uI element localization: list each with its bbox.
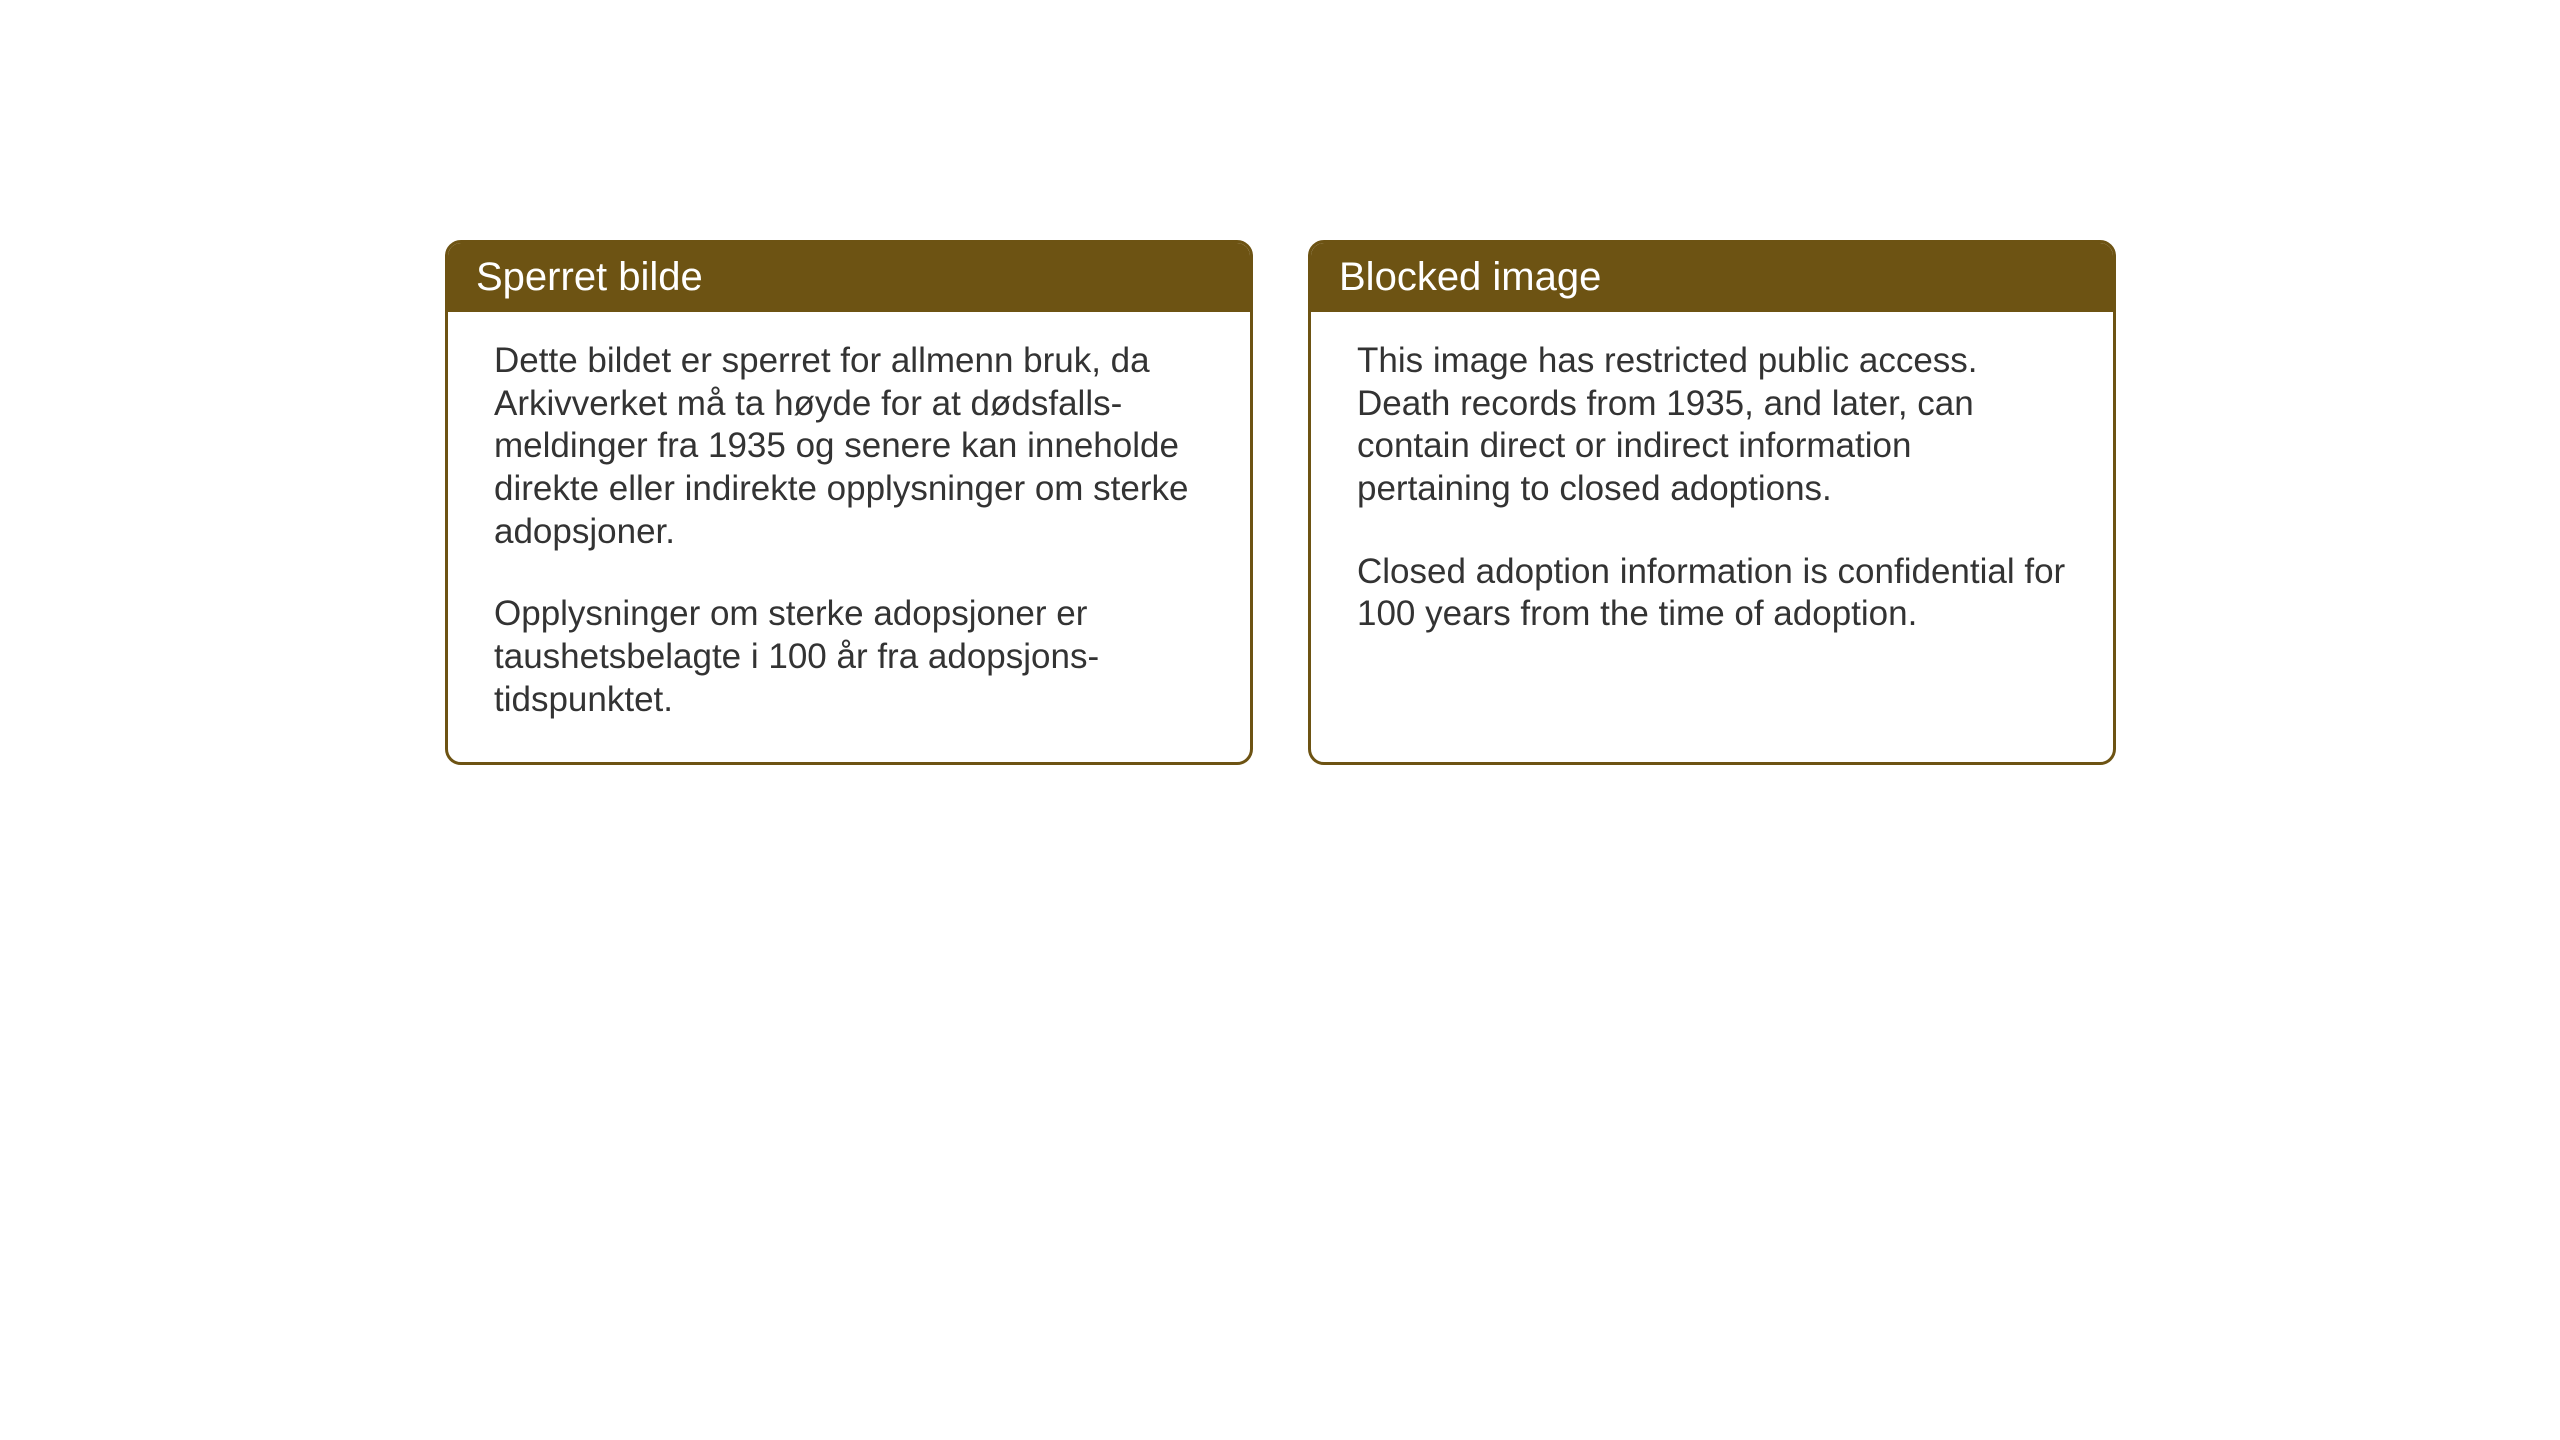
blocked-image-card-norwegian: Sperret bilde Dette bildet er sperret fo… (445, 240, 1253, 765)
cards-container: Sperret bilde Dette bildet er sperret fo… (445, 240, 2116, 765)
card-paragraph-1-english: This image has restricted public access.… (1357, 340, 2067, 511)
card-body-norwegian: Dette bildet er sperret for allmenn bruk… (448, 312, 1250, 762)
card-header-norwegian: Sperret bilde (448, 243, 1250, 312)
card-header-english: Blocked image (1311, 243, 2113, 312)
card-paragraph-2-norwegian: Opplysninger om sterke adopsjoner er tau… (494, 593, 1204, 721)
card-paragraph-2-english: Closed adoption information is confident… (1357, 551, 2067, 636)
card-title-english: Blocked image (1339, 255, 1601, 299)
card-body-english: This image has restricted public access.… (1311, 312, 2113, 676)
card-title-norwegian: Sperret bilde (476, 255, 703, 299)
card-paragraph-1-norwegian: Dette bildet er sperret for allmenn bruk… (494, 340, 1204, 553)
blocked-image-card-english: Blocked image This image has restricted … (1308, 240, 2116, 765)
